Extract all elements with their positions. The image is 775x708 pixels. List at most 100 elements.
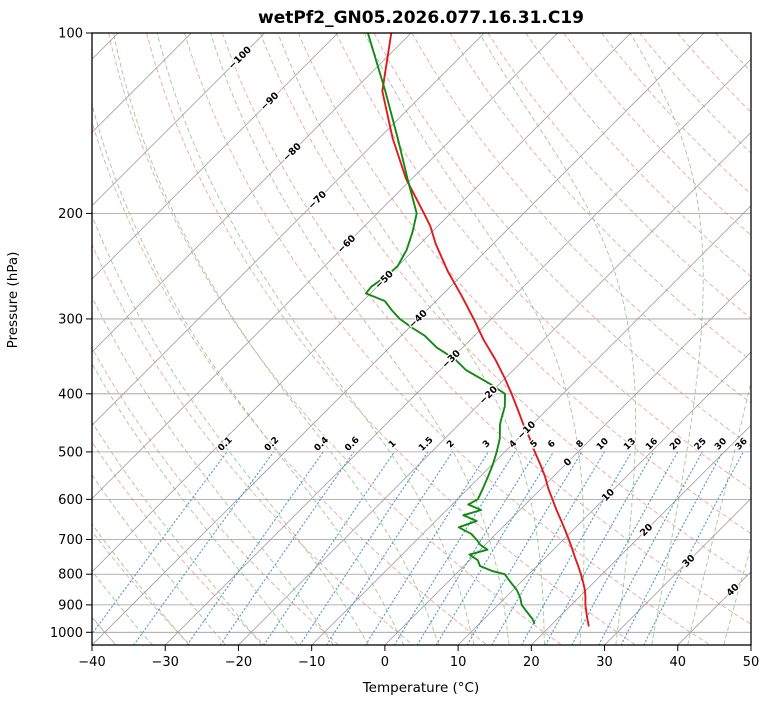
moist-adiabat xyxy=(92,214,369,645)
mixing-ratio-label: 25 xyxy=(693,437,709,453)
x-tick-label: 0 xyxy=(381,655,389,670)
mixing-ratio-line xyxy=(299,451,429,645)
dry-adiabat xyxy=(601,33,751,195)
dry-adiabat xyxy=(92,243,414,645)
mixing-ratio-line xyxy=(491,451,605,645)
mixing-ratio-label: 10 xyxy=(595,437,611,453)
x-tick-label: 50 xyxy=(743,655,760,670)
isotherm-line xyxy=(164,58,751,645)
dry-adiabat xyxy=(563,33,751,236)
background-isolines xyxy=(92,33,775,645)
isotherm-line xyxy=(92,33,632,573)
isotherm-line xyxy=(457,351,751,645)
chart-title: wetPf2_GN05.2026.077.16.31.C19 xyxy=(258,8,584,28)
mixing-ratio-line xyxy=(365,451,489,645)
isotherm-line xyxy=(677,571,751,645)
dry-adiabat xyxy=(92,530,191,645)
dewpoint-curve xyxy=(364,33,536,624)
mixing-ratio-label: 5 xyxy=(529,439,541,451)
dry-adiabat xyxy=(525,33,751,278)
isotherm-line xyxy=(92,33,192,133)
y-tick-label: 500 xyxy=(58,445,83,460)
mixing-ratio-label: 6 xyxy=(546,439,558,451)
mixing-ratio-line xyxy=(133,451,275,645)
isotherm-line xyxy=(92,33,558,500)
isotherm-label: −90 xyxy=(259,90,282,113)
mixing-ratio-label: 4 xyxy=(508,439,520,451)
dry-adiabat xyxy=(449,33,751,361)
isotherm-label: 20 xyxy=(638,522,655,539)
y-tick-label: 800 xyxy=(58,568,83,583)
dry-adiabat xyxy=(221,33,751,625)
isotherm-label: −70 xyxy=(306,189,329,212)
x-axis-ticks: −40 −30 −20 −10 0 10 20 30 40 50 xyxy=(78,645,759,670)
moist-adiabat xyxy=(723,544,751,645)
moist-adiabat xyxy=(210,33,510,645)
mixing-ratio-label: 36 xyxy=(734,437,750,453)
isotherm-line xyxy=(92,33,705,645)
x-tick-label: −40 xyxy=(78,655,105,670)
isotherm-label: 40 xyxy=(725,582,742,599)
moist-adiabat xyxy=(92,473,226,645)
moist-adiabat xyxy=(156,33,475,645)
moist-adiabat xyxy=(92,523,190,645)
x-tick-label: 20 xyxy=(523,655,540,670)
isotherm-line xyxy=(604,498,751,645)
mixing-ratio-line xyxy=(435,451,555,645)
mixing-ratio-line xyxy=(620,451,724,645)
mixing-ratio-label: 16 xyxy=(644,437,660,453)
dry-adiabat xyxy=(146,33,636,645)
dry-adiabat xyxy=(373,33,751,447)
isotherm-line xyxy=(92,33,485,426)
x-axis-label: Temperature (°C) xyxy=(362,680,480,696)
moist-adiabat xyxy=(687,380,751,645)
dry-adiabat xyxy=(92,441,265,645)
temperature-curve xyxy=(381,33,590,627)
mixing-ratio-line xyxy=(263,451,395,645)
moist-adiabat xyxy=(478,33,637,645)
y-tick-label: 100 xyxy=(58,27,83,42)
mixing-ratio-line xyxy=(416,451,537,645)
x-tick-label: 40 xyxy=(670,655,687,670)
isotherm-line xyxy=(531,424,751,645)
mixing-ratio-line xyxy=(571,451,679,645)
y-axis-ticks: 100 200 300 400 500 600 700 800 900 1000 xyxy=(50,27,92,641)
plot-frame xyxy=(91,32,752,646)
isoline-labels: 0.1 0.2 0.4 0.6 1 1.5 2 3 4 5 6 8 10 13 16 20 25 30 36−100… xyxy=(215,43,751,600)
dry-adiabat xyxy=(108,33,562,645)
mixing-ratio-label: 3 xyxy=(481,439,493,451)
moist-adiabat xyxy=(92,295,334,645)
dry-adiabat xyxy=(184,33,711,645)
isotherm-label: −50 xyxy=(373,268,396,291)
x-tick-label: 30 xyxy=(596,655,613,670)
x-tick-label: −10 xyxy=(298,655,325,670)
moist-adiabat xyxy=(277,33,546,645)
isotherm-label: −10 xyxy=(515,419,538,442)
isotherm-line xyxy=(92,33,339,280)
isotherm-label: −100 xyxy=(226,44,254,72)
x-tick-label: −20 xyxy=(225,655,252,670)
mixing-ratio-line xyxy=(643,451,744,645)
moist-adiabat xyxy=(364,33,585,645)
dry-adiabat xyxy=(92,120,488,645)
mixing-ratio-label: 1 xyxy=(387,439,399,451)
dry-adiabat xyxy=(753,33,775,645)
dry-adiabat xyxy=(677,33,751,113)
isotherm-line xyxy=(238,131,751,645)
mixing-ratio-line xyxy=(186,451,324,645)
y-axis-label: Pressure (hPa) xyxy=(5,252,21,349)
mixing-ratio-line xyxy=(219,451,355,645)
isotherm-line xyxy=(750,644,751,645)
mixing-ratio-label: 2 xyxy=(445,439,457,451)
y-tick-label: 1000 xyxy=(50,626,83,641)
dry-adiabat xyxy=(411,33,751,404)
dry-adiabat xyxy=(259,33,751,580)
y-tick-label: 600 xyxy=(58,493,83,508)
mixing-ratio-line xyxy=(326,451,453,645)
isotherm-line xyxy=(384,278,751,645)
isotherm-label: −80 xyxy=(281,141,304,164)
dry-adiabat xyxy=(639,33,751,154)
x-tick-label: 10 xyxy=(450,655,467,670)
